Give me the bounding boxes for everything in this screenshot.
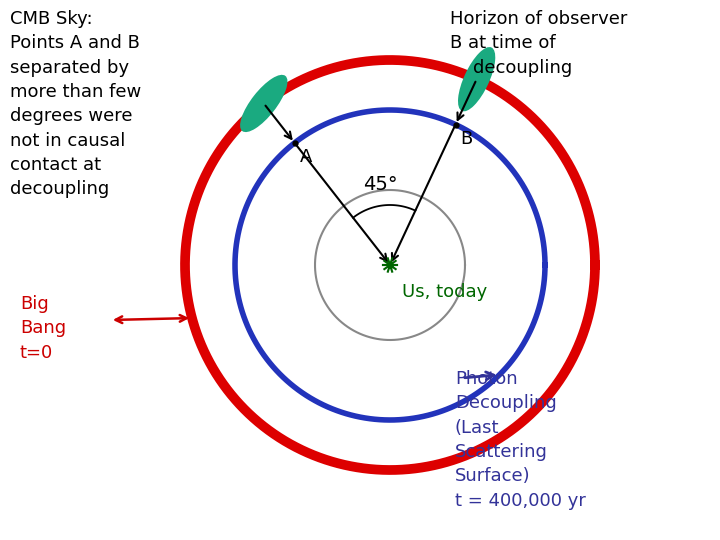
Text: A: A <box>300 148 312 166</box>
Text: Photon
Decoupling
(Last
Scattering
Surface)
t = 400,000 yr: Photon Decoupling (Last Scattering Surfa… <box>455 370 586 510</box>
Text: Horizon of observer
B at time of
    decoupling: Horizon of observer B at time of decoupl… <box>450 10 627 77</box>
Text: Big
Bang
t=0: Big Bang t=0 <box>20 295 66 362</box>
Text: B: B <box>461 130 473 147</box>
Ellipse shape <box>240 75 287 132</box>
Text: 45°: 45° <box>364 175 398 194</box>
Text: CMB Sky:
Points A and B
separated by
more than few
degrees were
not in causal
co: CMB Sky: Points A and B separated by mor… <box>10 10 141 198</box>
Ellipse shape <box>458 47 495 111</box>
Text: Us, today: Us, today <box>402 283 487 301</box>
